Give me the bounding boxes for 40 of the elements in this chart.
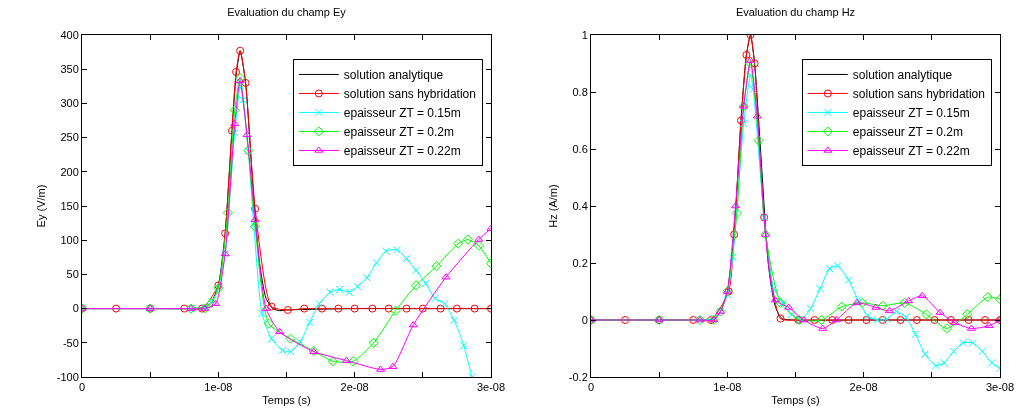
x-tick-label: 3e-08 — [476, 381, 506, 394]
y-tick-label: -0.2 — [568, 370, 588, 383]
y-tick-label: 0 — [581, 313, 588, 326]
chart-title: Evaluation du champ Ey — [227, 5, 347, 18]
chart-title: Evaluation du champ Hz — [735, 5, 856, 18]
legend-label: solution analytique — [852, 68, 953, 83]
legend-label: epaisseur ZT = 0.2m — [852, 125, 963, 140]
x-tick-label: 3e-08 — [985, 381, 1015, 394]
legend-label: epaisseur ZT = 0.15m — [343, 106, 461, 121]
y-tick-label: 300 — [60, 97, 79, 110]
y-tick-label: 0 — [72, 302, 79, 315]
legend-label: solution analytique — [343, 68, 444, 83]
x-axis-title: Temps (s) — [262, 394, 311, 407]
legend-label: epaisseur ZT = 0.2m — [343, 125, 454, 140]
y-tick-label: -100 — [56, 370, 79, 383]
legend-label: epaisseur ZT = 0.15m — [852, 106, 970, 121]
y-tick-label: 100 — [60, 234, 79, 247]
x-tick-label: 1e-08 — [713, 381, 742, 394]
y-tick-label: -50 — [62, 336, 79, 349]
x-axis-title: Temps (s) — [771, 394, 820, 407]
y-axis-title: Ey (V/m) — [35, 184, 48, 228]
y-tick-label: 150 — [60, 199, 79, 212]
legend-label: solution sans hybridation — [852, 87, 985, 102]
y-tick-label: 350 — [60, 63, 79, 76]
y-tick-label: 0.2 — [572, 256, 588, 269]
legend-label: solution sans hybridation — [343, 87, 476, 102]
legend-label: epaisseur ZT = 0.22m — [343, 144, 461, 159]
x-tick-label: 2e-08 — [849, 381, 878, 394]
y-tick-label: 50 — [66, 268, 79, 281]
legend-label: epaisseur ZT = 0.22m — [852, 144, 970, 159]
y-tick-label: 1 — [581, 28, 588, 41]
y-tick-label: 0.6 — [572, 142, 588, 155]
y-tick-label: 400 — [60, 28, 79, 41]
y-tick-label: 200 — [60, 165, 79, 178]
y-tick-label: 0.8 — [572, 85, 588, 98]
x-tick-label: 2e-08 — [340, 381, 369, 394]
y-tick-label: 250 — [60, 131, 79, 144]
x-tick-label: 1e-08 — [204, 381, 233, 394]
y-tick-label: 0.4 — [572, 199, 588, 212]
y-axis-title: Hz (A/m) — [547, 184, 560, 228]
